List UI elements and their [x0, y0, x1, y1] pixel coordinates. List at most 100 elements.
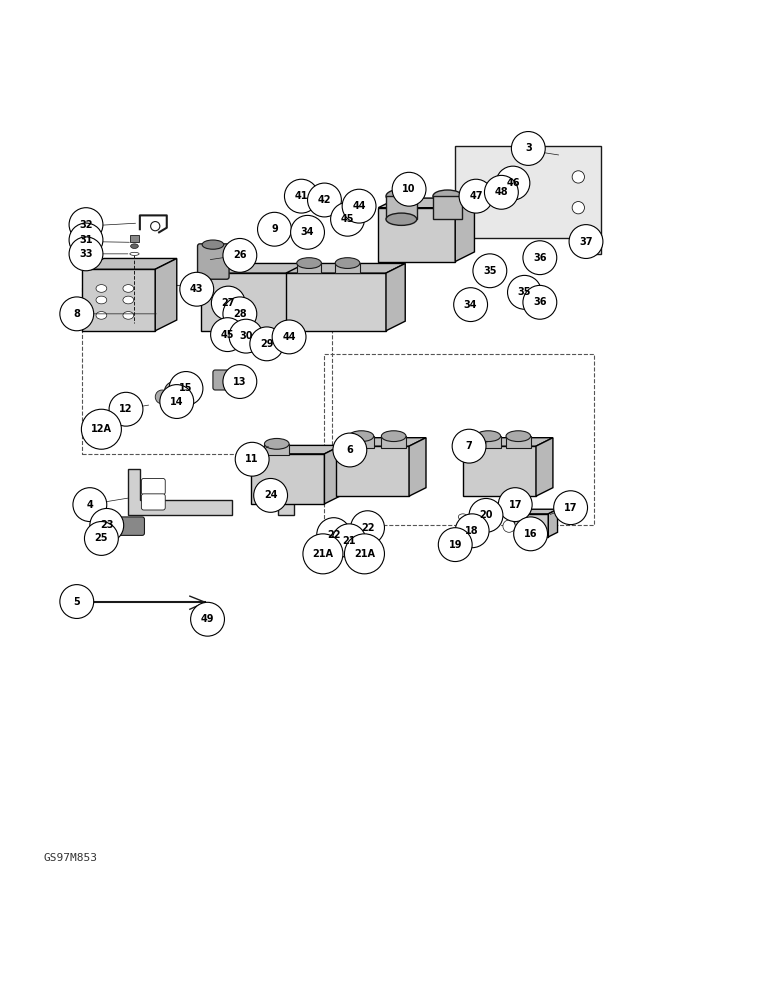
- Ellipse shape: [115, 525, 121, 535]
- Text: 36: 36: [533, 253, 547, 263]
- Circle shape: [452, 429, 486, 463]
- Circle shape: [212, 286, 245, 320]
- Polygon shape: [463, 438, 553, 446]
- Circle shape: [160, 385, 194, 418]
- Ellipse shape: [357, 533, 366, 539]
- Text: 35: 35: [483, 266, 496, 276]
- Circle shape: [498, 488, 532, 522]
- Circle shape: [191, 602, 225, 636]
- Circle shape: [307, 183, 341, 217]
- Circle shape: [503, 520, 515, 532]
- Circle shape: [235, 442, 269, 476]
- Text: 12A: 12A: [91, 424, 112, 434]
- Circle shape: [523, 285, 557, 319]
- Circle shape: [469, 498, 503, 532]
- Ellipse shape: [345, 542, 353, 546]
- FancyBboxPatch shape: [311, 200, 337, 211]
- FancyBboxPatch shape: [513, 514, 548, 537]
- Ellipse shape: [459, 514, 468, 520]
- Circle shape: [303, 534, 343, 574]
- Text: 21A: 21A: [313, 549, 334, 559]
- Polygon shape: [536, 438, 553, 496]
- Circle shape: [69, 223, 103, 257]
- FancyBboxPatch shape: [381, 436, 406, 448]
- Ellipse shape: [349, 431, 374, 442]
- Text: 31: 31: [80, 235, 93, 245]
- Ellipse shape: [386, 189, 417, 203]
- Circle shape: [169, 372, 203, 405]
- FancyBboxPatch shape: [336, 446, 409, 496]
- Ellipse shape: [476, 431, 500, 442]
- Ellipse shape: [344, 533, 354, 539]
- Circle shape: [342, 189, 376, 223]
- Circle shape: [317, 518, 350, 552]
- FancyBboxPatch shape: [82, 269, 155, 331]
- Polygon shape: [548, 509, 557, 537]
- Circle shape: [69, 237, 103, 271]
- Polygon shape: [128, 469, 232, 515]
- Circle shape: [485, 175, 518, 209]
- Circle shape: [454, 288, 488, 322]
- Ellipse shape: [96, 296, 107, 304]
- Text: 26: 26: [233, 250, 246, 260]
- Text: 20: 20: [479, 510, 493, 520]
- Circle shape: [73, 488, 107, 522]
- Circle shape: [258, 212, 291, 246]
- Polygon shape: [252, 445, 341, 454]
- Polygon shape: [201, 263, 313, 273]
- Circle shape: [211, 318, 245, 352]
- FancyBboxPatch shape: [476, 436, 500, 448]
- Text: 46: 46: [506, 178, 520, 188]
- Circle shape: [254, 478, 287, 512]
- Circle shape: [572, 171, 584, 183]
- Polygon shape: [336, 438, 426, 446]
- Circle shape: [273, 320, 306, 354]
- FancyBboxPatch shape: [506, 436, 530, 448]
- FancyBboxPatch shape: [335, 263, 360, 273]
- Text: 34: 34: [301, 227, 314, 237]
- FancyBboxPatch shape: [433, 196, 462, 219]
- Circle shape: [284, 179, 318, 213]
- Ellipse shape: [123, 312, 134, 319]
- FancyBboxPatch shape: [252, 454, 324, 504]
- Ellipse shape: [202, 240, 224, 249]
- Circle shape: [554, 491, 587, 525]
- Text: 29: 29: [260, 339, 273, 349]
- Text: 5: 5: [73, 597, 80, 607]
- Circle shape: [151, 222, 160, 231]
- FancyBboxPatch shape: [141, 478, 165, 495]
- Circle shape: [229, 319, 263, 353]
- FancyBboxPatch shape: [118, 517, 144, 535]
- Polygon shape: [324, 445, 341, 504]
- Ellipse shape: [381, 431, 406, 442]
- Ellipse shape: [458, 522, 469, 528]
- Text: 45: 45: [340, 214, 354, 224]
- Polygon shape: [378, 198, 475, 208]
- Ellipse shape: [506, 431, 530, 442]
- Circle shape: [511, 132, 545, 165]
- Text: 35: 35: [518, 287, 531, 297]
- Circle shape: [60, 585, 93, 618]
- Polygon shape: [286, 263, 405, 273]
- Circle shape: [572, 202, 584, 214]
- Circle shape: [69, 208, 103, 242]
- Text: 9: 9: [271, 224, 278, 234]
- Circle shape: [496, 166, 530, 200]
- Polygon shape: [82, 258, 177, 269]
- Text: GS97M853: GS97M853: [44, 853, 98, 863]
- Text: 21: 21: [342, 536, 356, 546]
- Text: 33: 33: [80, 249, 93, 259]
- Ellipse shape: [123, 285, 134, 292]
- Ellipse shape: [357, 542, 365, 546]
- Circle shape: [350, 511, 384, 545]
- Text: 44: 44: [283, 332, 296, 342]
- FancyBboxPatch shape: [463, 446, 536, 496]
- Polygon shape: [409, 438, 426, 496]
- Text: 37: 37: [579, 237, 593, 247]
- Circle shape: [124, 401, 137, 415]
- Polygon shape: [386, 263, 405, 331]
- Text: 11: 11: [245, 454, 259, 464]
- FancyBboxPatch shape: [386, 196, 417, 219]
- Text: 8: 8: [73, 309, 80, 319]
- Text: 49: 49: [201, 614, 215, 624]
